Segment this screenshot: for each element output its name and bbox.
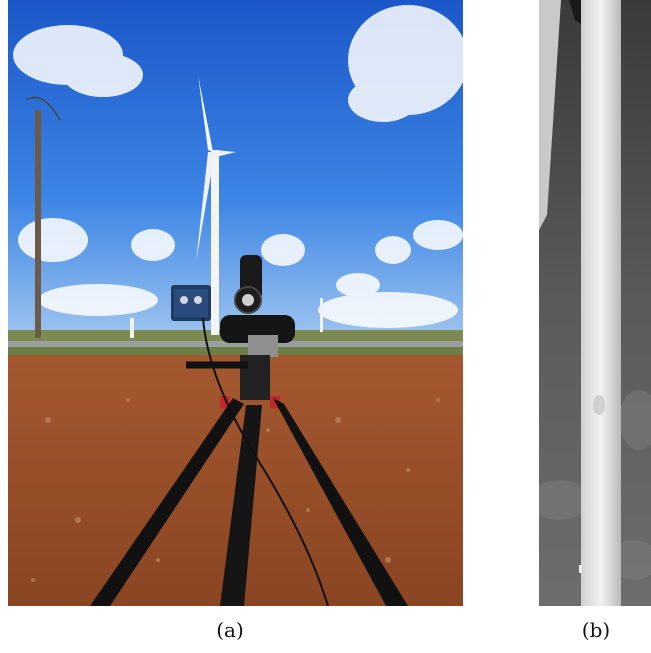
utility-pole: [35, 110, 41, 338]
photo-panel-b: [539, 0, 651, 606]
photo-panel-a: [8, 0, 463, 606]
photo-turbine-tower-grayscale: [539, 0, 651, 606]
turbine-tower: [581, 0, 621, 606]
caption-panel-b: (b): [566, 618, 626, 642]
photo-field-tripod: [8, 0, 463, 606]
caption-panel-a: (a): [200, 618, 260, 642]
